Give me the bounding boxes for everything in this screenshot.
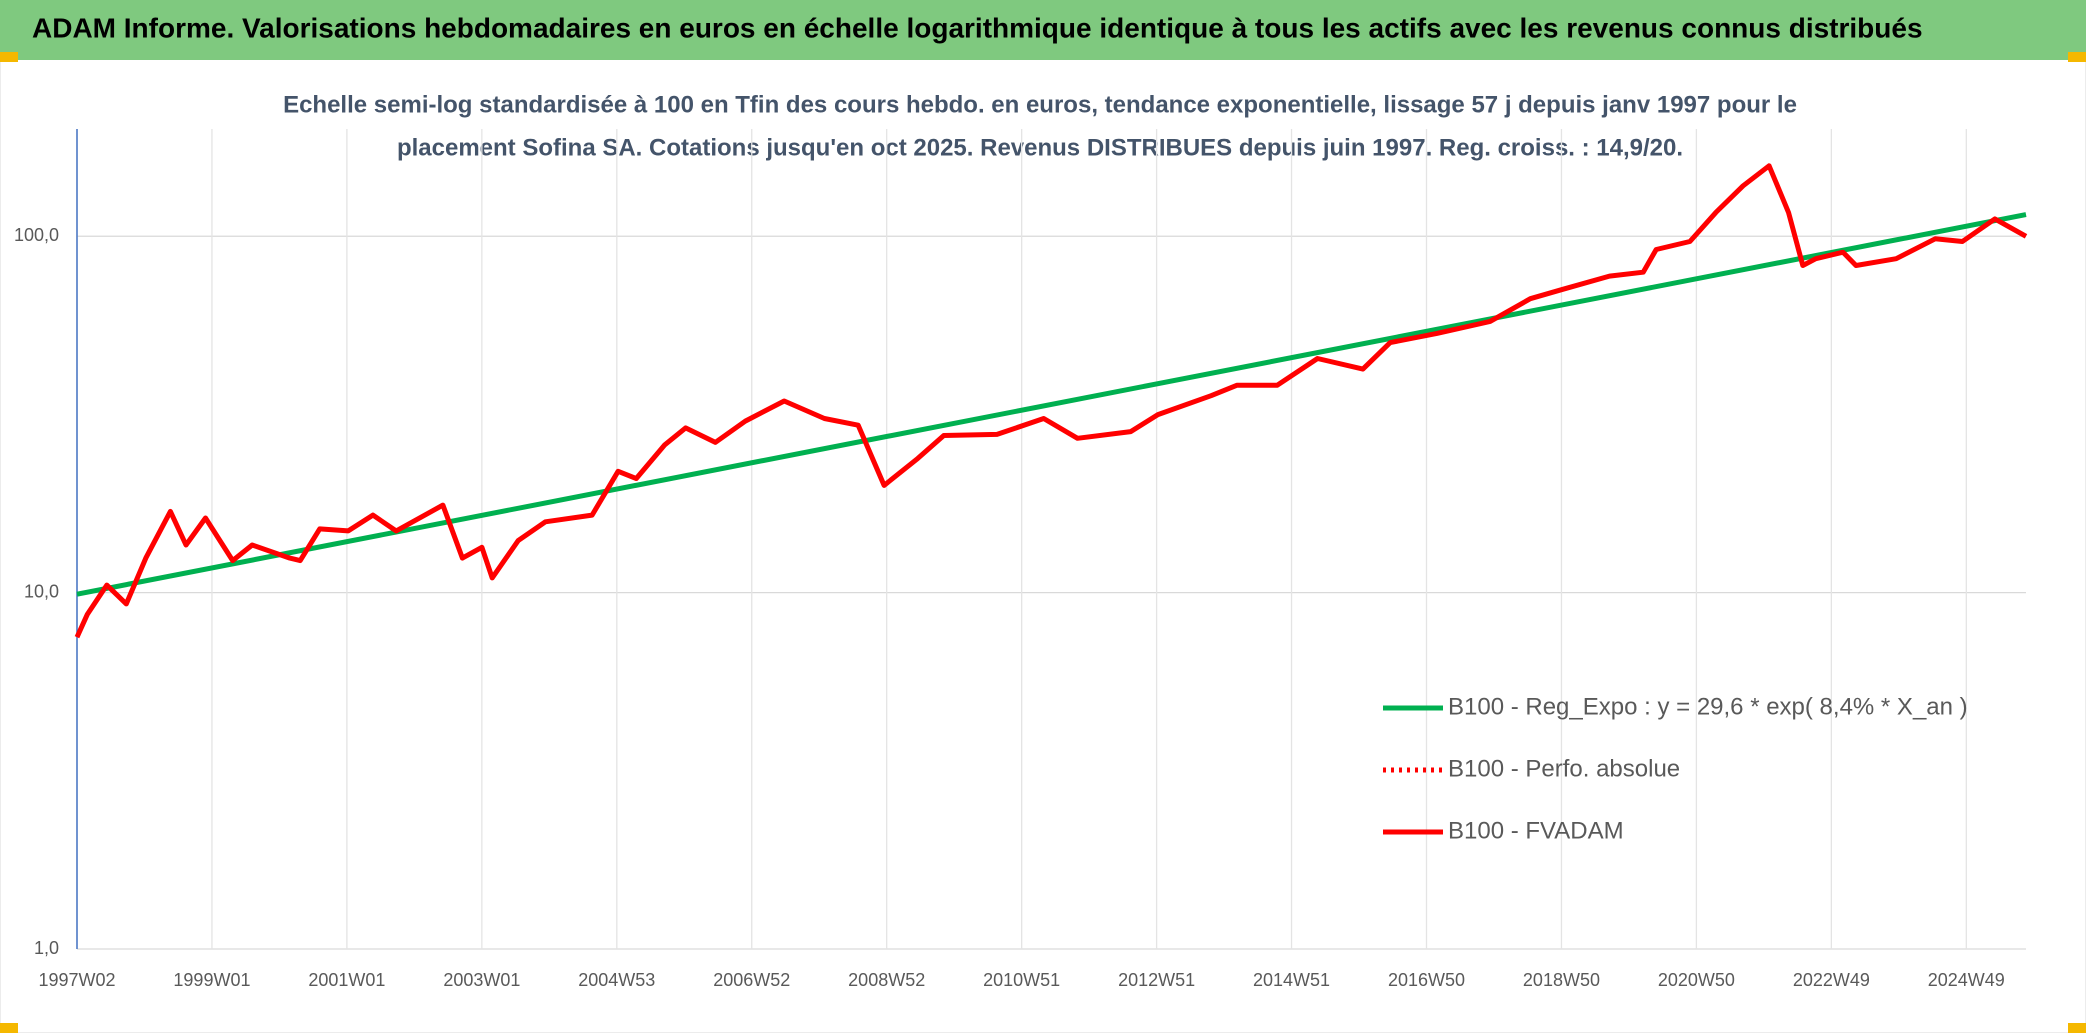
legend-label: B100 - Perfo. absolue [1448,755,1680,782]
corner [2068,1023,2086,1033]
x-tick-label: 2010W51 [983,970,1060,990]
y-tick-label: 10,0 [24,581,59,601]
x-tick-label: 2001W01 [308,970,385,990]
chart-subtitle: placement Sofina SA. Cotations jusqu'en … [397,134,1683,161]
x-tick-label: 2018W50 [1523,970,1600,990]
y-tick-label: 100,0 [14,225,59,245]
x-tick-label: 2024W49 [1928,970,2005,990]
x-tick-label: 2022W49 [1793,970,1870,990]
x-tick-label: 2003W01 [443,970,520,990]
header-bar [0,0,2086,60]
x-tick-label: 1999W01 [173,970,250,990]
page-title: ADAM Informe. Valorisations hebdomadaire… [32,12,1923,43]
corner [2068,52,2086,62]
corner [0,1023,18,1033]
x-tick-label: 2008W52 [848,970,925,990]
x-tick-label: 2016W50 [1388,970,1465,990]
data-line [74,163,2028,639]
chart-subtitle: Echelle semi-log standardisée à 100 en T… [283,91,1797,118]
x-tick-label: 2012W51 [1118,970,1195,990]
legend-label: B100 - FVADAM [1448,817,1624,844]
x-tick-label: 2004W53 [578,970,655,990]
x-tick-label: 2006W52 [713,970,790,990]
x-tick-label: 1997W02 [38,970,115,990]
x-tick-label: 2020W50 [1658,970,1735,990]
x-tick-label: 2014W51 [1253,970,1330,990]
legend-label: B100 - Reg_Expo : y = 29,6 * exp( 8,4% *… [1448,693,1968,720]
corner [0,52,18,62]
y-tick-label: 1,0 [34,938,59,958]
data-line [76,212,2027,597]
